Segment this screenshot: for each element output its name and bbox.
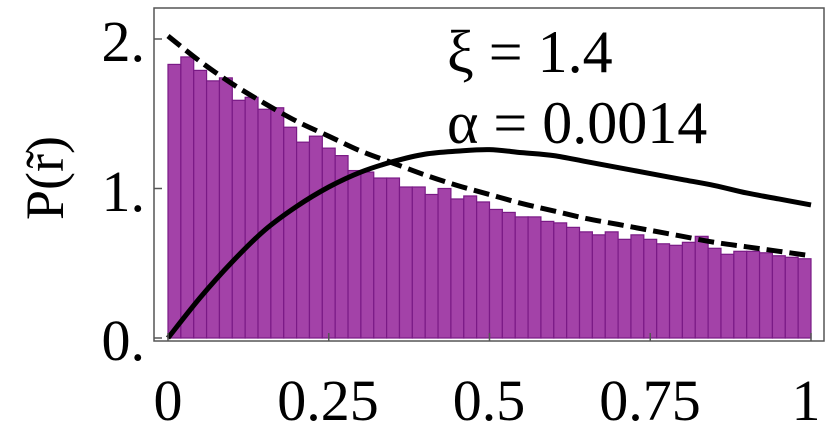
dashed-curve	[166, 34, 812, 259]
histogram-bar	[450, 198, 465, 339]
histogram-bar	[283, 126, 298, 339]
histogram-bar	[437, 187, 452, 339]
histogram-bar	[540, 220, 555, 339]
x-tick-label-3: 0.75	[599, 368, 701, 429]
y-tick-label-2: 2.	[102, 9, 146, 74]
histogram-bar	[656, 243, 671, 339]
histogram-bar	[308, 135, 323, 339]
y-tick-label-1: 1.	[102, 159, 146, 224]
histogram-bar	[488, 208, 503, 339]
x-tick-label-1: 0.25	[277, 368, 379, 429]
histogram-bar	[386, 177, 401, 339]
y-tick-label-0: 0.	[102, 308, 146, 373]
histogram-bar	[771, 255, 786, 339]
histogram-bar	[347, 169, 362, 339]
histogram-bar	[244, 96, 259, 339]
histogram-bar	[231, 99, 246, 339]
histogram-bar	[668, 244, 683, 339]
histogram-bar	[720, 253, 735, 339]
histogram-bar	[566, 226, 581, 339]
solid-curve	[166, 147, 812, 340]
y-axis-label: P(r̃)	[15, 136, 75, 220]
histogram-bar	[205, 80, 221, 339]
histogram-bar	[373, 177, 388, 339]
histogram-bar	[514, 216, 529, 339]
histogram-bar	[218, 77, 233, 339]
histogram-bar	[167, 63, 182, 339]
histogram-bar	[476, 201, 491, 339]
histogram-bar	[733, 250, 748, 339]
histogram-bar	[398, 186, 413, 339]
histogram-bar	[604, 231, 619, 339]
histogram-bar	[643, 238, 658, 339]
histogram-bar	[746, 250, 761, 339]
histogram-bar	[630, 234, 645, 339]
histogram-bar	[591, 234, 606, 339]
x-tick-label-4: 1	[792, 368, 821, 429]
histogram-bar	[553, 222, 568, 339]
histogram-bar	[707, 247, 722, 339]
histogram-bar	[527, 216, 542, 339]
axis-ticks	[154, 38, 812, 341]
annotation-xi: ξ = 1.4	[447, 19, 613, 85]
histogram-bar	[797, 258, 812, 339]
curves	[166, 34, 812, 340]
x-tick-label-0: 0	[154, 368, 183, 429]
histogram-bar	[411, 186, 426, 339]
histogram-bar	[321, 147, 336, 339]
x-tick-label-2: 0.5	[453, 368, 526, 429]
histogram-bar	[360, 171, 375, 339]
histogram-bar	[501, 211, 516, 339]
histogram-bar	[578, 231, 593, 339]
histogram-bar	[758, 252, 774, 339]
histogram-bar	[424, 193, 439, 339]
histogram-bar	[681, 241, 696, 339]
annotation-alpha: α = 0.0014	[447, 90, 707, 156]
histogram-bars	[167, 56, 812, 339]
histogram-bar	[784, 256, 799, 339]
histogram-bar	[694, 235, 709, 339]
histogram-bar	[296, 141, 311, 339]
histogram-bar	[617, 238, 632, 339]
histogram-bar	[180, 56, 195, 339]
histogram-bar	[463, 195, 478, 339]
